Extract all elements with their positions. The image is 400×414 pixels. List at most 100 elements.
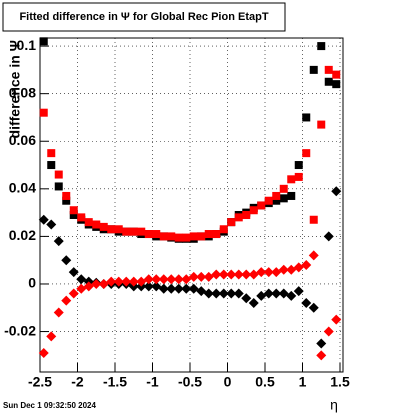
square-marker: [137, 227, 146, 236]
x-tick-label: -1.5: [103, 374, 127, 390]
square-marker: [159, 232, 168, 241]
diamond-marker: [323, 231, 334, 242]
diamond-marker: [233, 288, 244, 299]
diamond-marker: [308, 302, 319, 313]
x-tick-label: 1.5: [330, 374, 350, 390]
diamond-marker: [331, 314, 342, 325]
square-marker: [257, 201, 266, 210]
diamond-marker: [256, 290, 267, 301]
y-tick-label: 0.02: [9, 227, 36, 243]
square-marker: [294, 161, 303, 170]
square-marker: [129, 227, 138, 236]
diamond-marker: [196, 271, 207, 282]
diamond-marker: [278, 288, 289, 299]
diamond-marker: [218, 288, 229, 299]
diamond-marker: [143, 281, 154, 292]
diamond-marker: [53, 236, 64, 247]
diamond-marker: [226, 288, 237, 299]
diamond-marker: [46, 219, 57, 230]
square-marker: [309, 65, 318, 74]
square-marker: [279, 184, 288, 193]
square-marker: [144, 230, 153, 239]
x-tick-label: 0: [224, 374, 232, 390]
diamond-marker: [46, 331, 57, 342]
diamond-marker: [301, 259, 312, 270]
y-axis-label: difference in Ψ: [7, 40, 23, 138]
diamond-marker: [248, 298, 259, 309]
diamond-marker: [188, 283, 199, 294]
diamond-marker: [68, 267, 79, 278]
square-marker: [167, 232, 176, 241]
plot-frame: [40, 38, 343, 372]
square-marker: [302, 149, 311, 158]
square-marker: [197, 232, 206, 241]
square-marker: [62, 196, 71, 205]
square-marker: [47, 161, 56, 170]
diamond-marker: [226, 269, 237, 280]
square-marker: [47, 149, 56, 158]
diamond-marker: [173, 274, 184, 285]
diamond-marker: [233, 269, 244, 280]
square-marker: [249, 206, 258, 215]
timestamp: Sun Dec 1 09:32:50 2024: [3, 401, 96, 410]
y-tick-label: 0.06: [9, 132, 36, 148]
square-marker: [84, 218, 93, 227]
diamond-marker: [143, 274, 154, 285]
diamond-marker: [136, 276, 147, 287]
diamond-marker: [293, 262, 304, 273]
diamond-marker: [68, 288, 79, 299]
x-tick-label: -2.5: [28, 374, 52, 390]
y-tick-label: -0.02: [4, 322, 36, 338]
square-marker: [92, 220, 101, 229]
diamond-marker: [323, 326, 334, 337]
square-marker: [62, 191, 71, 200]
diamond-marker: [166, 274, 177, 285]
diamond-marker: [38, 214, 49, 225]
diamond-marker: [211, 288, 222, 299]
square-marker: [122, 227, 131, 236]
diamond-marker: [91, 278, 102, 289]
square-marker: [287, 191, 296, 200]
diamond-marker: [316, 350, 327, 361]
square-marker: [234, 213, 243, 222]
diamond-marker: [121, 276, 132, 287]
diamond-marker: [181, 274, 192, 285]
diamond-marker: [61, 255, 72, 266]
diamond-marker: [181, 283, 192, 294]
square-marker: [332, 80, 341, 89]
diamond-marker: [38, 347, 49, 358]
square-marker: [212, 230, 221, 239]
diamond-marker: [301, 298, 312, 309]
diamond-marker: [256, 267, 267, 278]
square-marker: [242, 210, 251, 219]
square-marker: [182, 233, 191, 242]
diamond-marker: [76, 274, 87, 285]
diamond-marker: [203, 288, 214, 299]
x-tick-label: 1: [299, 374, 307, 390]
diamond-marker: [98, 278, 109, 289]
square-marker: [189, 232, 198, 241]
square-marker: [317, 120, 326, 129]
diamond-marker: [271, 288, 282, 299]
square-marker: [174, 233, 183, 242]
square-marker: [227, 218, 236, 227]
square-marker: [77, 213, 86, 222]
x-axis-label: η: [330, 397, 338, 413]
diamond-marker: [203, 271, 214, 282]
x-tick-label: -1: [146, 374, 159, 390]
diamond-marker: [151, 281, 162, 292]
y-tick-label: 0: [28, 275, 36, 291]
square-marker: [317, 42, 326, 51]
x-tick-label: -2: [71, 374, 84, 390]
square-marker: [99, 222, 108, 231]
diamond-marker: [286, 290, 297, 301]
diamond-marker: [53, 307, 64, 318]
y-tick-label: 0.1: [17, 37, 37, 53]
square-marker: [152, 230, 161, 239]
diamond-marker: [106, 276, 117, 287]
square-marker: [279, 194, 288, 203]
diamond-marker: [211, 269, 222, 280]
square-marker: [272, 196, 281, 205]
y-tick-label: 0.08: [9, 84, 36, 100]
